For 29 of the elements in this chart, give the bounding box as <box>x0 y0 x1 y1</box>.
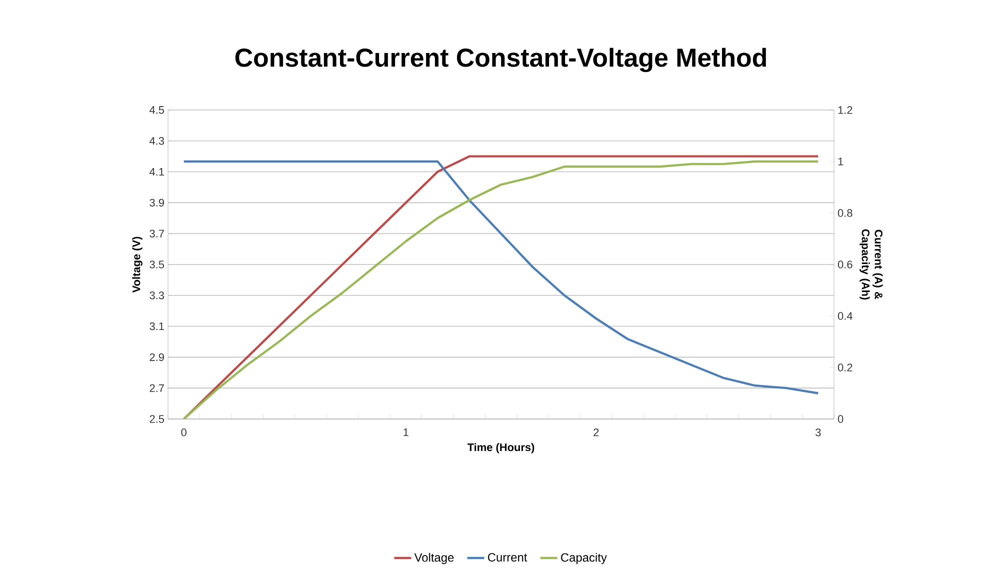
x-tick-label: 3 <box>816 428 821 436</box>
y2-tick-label: 0.2 <box>838 364 852 372</box>
y2-axis-title: Current (A) & Capacity (Ah) <box>860 229 883 300</box>
y2-tick-label: 0.8 <box>838 209 852 217</box>
y-tick-label: 3.5 <box>150 260 164 268</box>
y-tick-label: 4.5 <box>150 106 164 114</box>
x-tick-label: 1 <box>404 428 408 436</box>
y-tick-label: 3.1 <box>150 322 164 330</box>
y2-tick-label: 0.4 <box>838 312 852 320</box>
y-tick-label: 2.5 <box>150 415 164 423</box>
y2-tick-label: 1 <box>838 158 844 166</box>
y2-tick-label: 0.6 <box>838 260 852 268</box>
y-tick-label: 4.1 <box>150 168 164 176</box>
x-axis-title: Time (Hours) <box>467 443 534 454</box>
y-tick-label: 3.9 <box>150 198 164 207</box>
legend-label: Voltage <box>414 552 454 564</box>
legend-label: Capacity <box>561 552 607 564</box>
y-axis-title: Voltage (V) <box>132 236 142 293</box>
y-tick-label: 4.3 <box>150 137 164 145</box>
y2-tick-label: 1.2 <box>838 106 852 114</box>
legend-label: Current <box>488 553 528 562</box>
y-tick-label: 2.7 <box>150 384 164 392</box>
chart-title: Constant-Current Constant-Voltage Method <box>235 48 766 72</box>
x-tick-label: 2 <box>594 428 599 436</box>
x-tick-label: 0 <box>181 428 186 436</box>
y-tick-label: 2.9 <box>150 353 164 362</box>
y2-tick-label: 0 <box>838 415 844 423</box>
y-tick-label: 3.7 <box>150 230 164 238</box>
y-tick-label: 3.3 <box>150 292 164 300</box>
